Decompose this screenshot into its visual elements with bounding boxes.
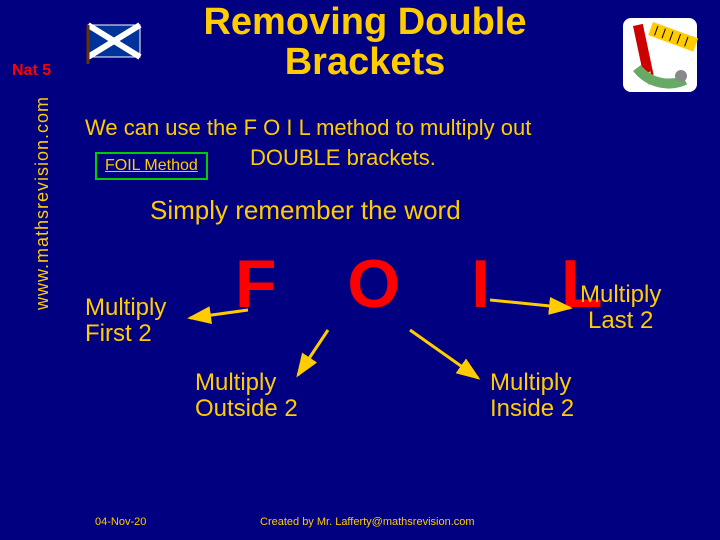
intro-text-line2: DOUBLE brackets. (250, 145, 436, 171)
site-url-vertical: www.mathsrevision.com (32, 96, 53, 310)
footer-date: 04-Nov-20 (95, 516, 146, 528)
foil-method-link[interactable]: FOIL Method (95, 152, 208, 180)
label-last-line2: Last 2 (588, 307, 653, 334)
label-outside-line2: Outside 2 (195, 395, 298, 422)
label-last: Multiply Last 2 (580, 282, 661, 335)
label-inside-line2: Inside 2 (490, 395, 574, 422)
label-first-line1: Multiply (85, 294, 166, 321)
label-inside: Multiply Inside 2 (490, 370, 574, 423)
label-outside-line1: Multiply (195, 369, 276, 396)
label-inside-line1: Multiply (490, 369, 571, 396)
nat-level-label: Nat 5 (12, 62, 51, 80)
label-first: Multiply First 2 (85, 295, 166, 348)
label-first-line2: First 2 (85, 320, 152, 347)
scotland-flag-icon (85, 22, 145, 69)
intro-text-line1: We can use the F O I L method to multipl… (85, 115, 531, 141)
foil-acronym: F O I L (235, 245, 629, 323)
stationery-icon (615, 10, 705, 105)
footer-credit: Created by Mr. Lafferty@mathsrevision.co… (260, 516, 475, 528)
page-title: Removing Double Brackets (150, 3, 580, 83)
label-last-line1: Multiply (580, 281, 661, 308)
remember-text: Simply remember the word (150, 195, 461, 226)
label-outside: Multiply Outside 2 (195, 370, 298, 423)
